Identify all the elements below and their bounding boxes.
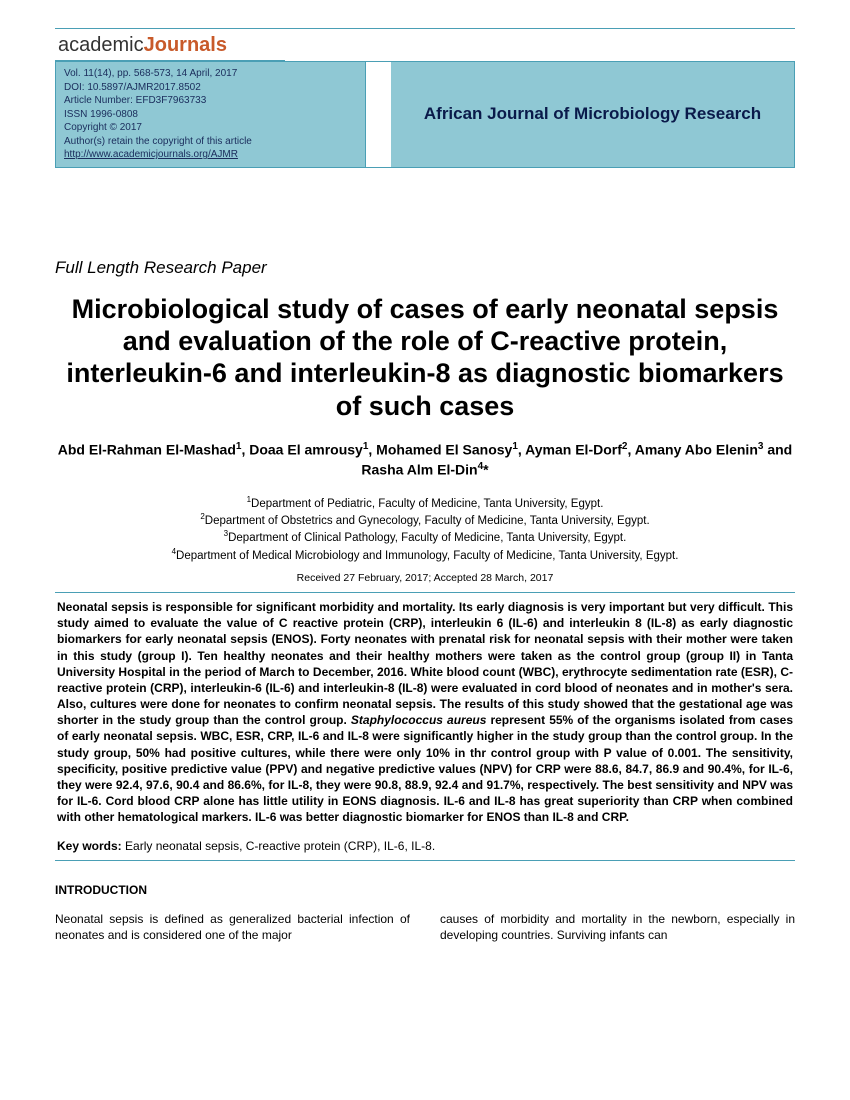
logo-text-1: academic (58, 34, 144, 56)
journal-title-box: African Journal of Microbiology Research (366, 62, 794, 167)
section-introduction: INTRODUCTION (55, 883, 795, 897)
abstract-text: Neonatal sepsis is responsible for signi… (57, 600, 793, 824)
issn: ISSN 1996-0808 (64, 108, 357, 122)
abstract: Neonatal sepsis is responsible for signi… (55, 592, 795, 861)
vol-pages: Vol. 11(14), pp. 568-573, 14 April, 2017 (64, 67, 357, 81)
body-columns: Neonatal sepsis is defined as generalize… (55, 911, 795, 943)
header-banner: Vol. 11(14), pp. 568-573, 14 April, 2017… (55, 61, 795, 168)
body-col-left: Neonatal sepsis is defined as generalize… (55, 911, 410, 943)
publication-info: Vol. 11(14), pp. 568-573, 14 April, 2017… (56, 62, 366, 167)
copyright-note: Author(s) retain the copyright of this a… (64, 135, 357, 149)
received-accepted-dates: Received 27 February, 2017; Accepted 28 … (55, 572, 795, 584)
journal-url[interactable]: http://www.academicjournals.org/AJMR (64, 149, 238, 160)
authors: Abd El-Rahman El-Mashad1, Doaa El amrous… (55, 440, 795, 481)
affiliations: 1Department of Pediatric, Faculty of Med… (55, 495, 795, 564)
doi: DOI: 10.5897/AJMR2017.8502 (64, 81, 357, 95)
article-number: Article Number: EFD3F7963733 (64, 94, 357, 108)
paper-title: Microbiological study of cases of early … (55, 293, 795, 423)
publisher-logo: academicJournals (55, 34, 227, 57)
body-col-right: causes of morbidity and mortality in the… (440, 911, 795, 943)
journal-title: African Journal of Microbiology Research (412, 104, 773, 124)
paper-type: Full Length Research Paper (55, 258, 795, 278)
copyright: Copyright © 2017 (64, 121, 357, 135)
logo-text-2: Journals (144, 34, 227, 56)
top-rule (55, 28, 795, 29)
keywords: Key words: Early neonatal sepsis, C-reac… (57, 838, 793, 854)
keywords-label: Key words: (57, 839, 122, 853)
keywords-text: Early neonatal sepsis, C-reactive protei… (122, 839, 435, 853)
